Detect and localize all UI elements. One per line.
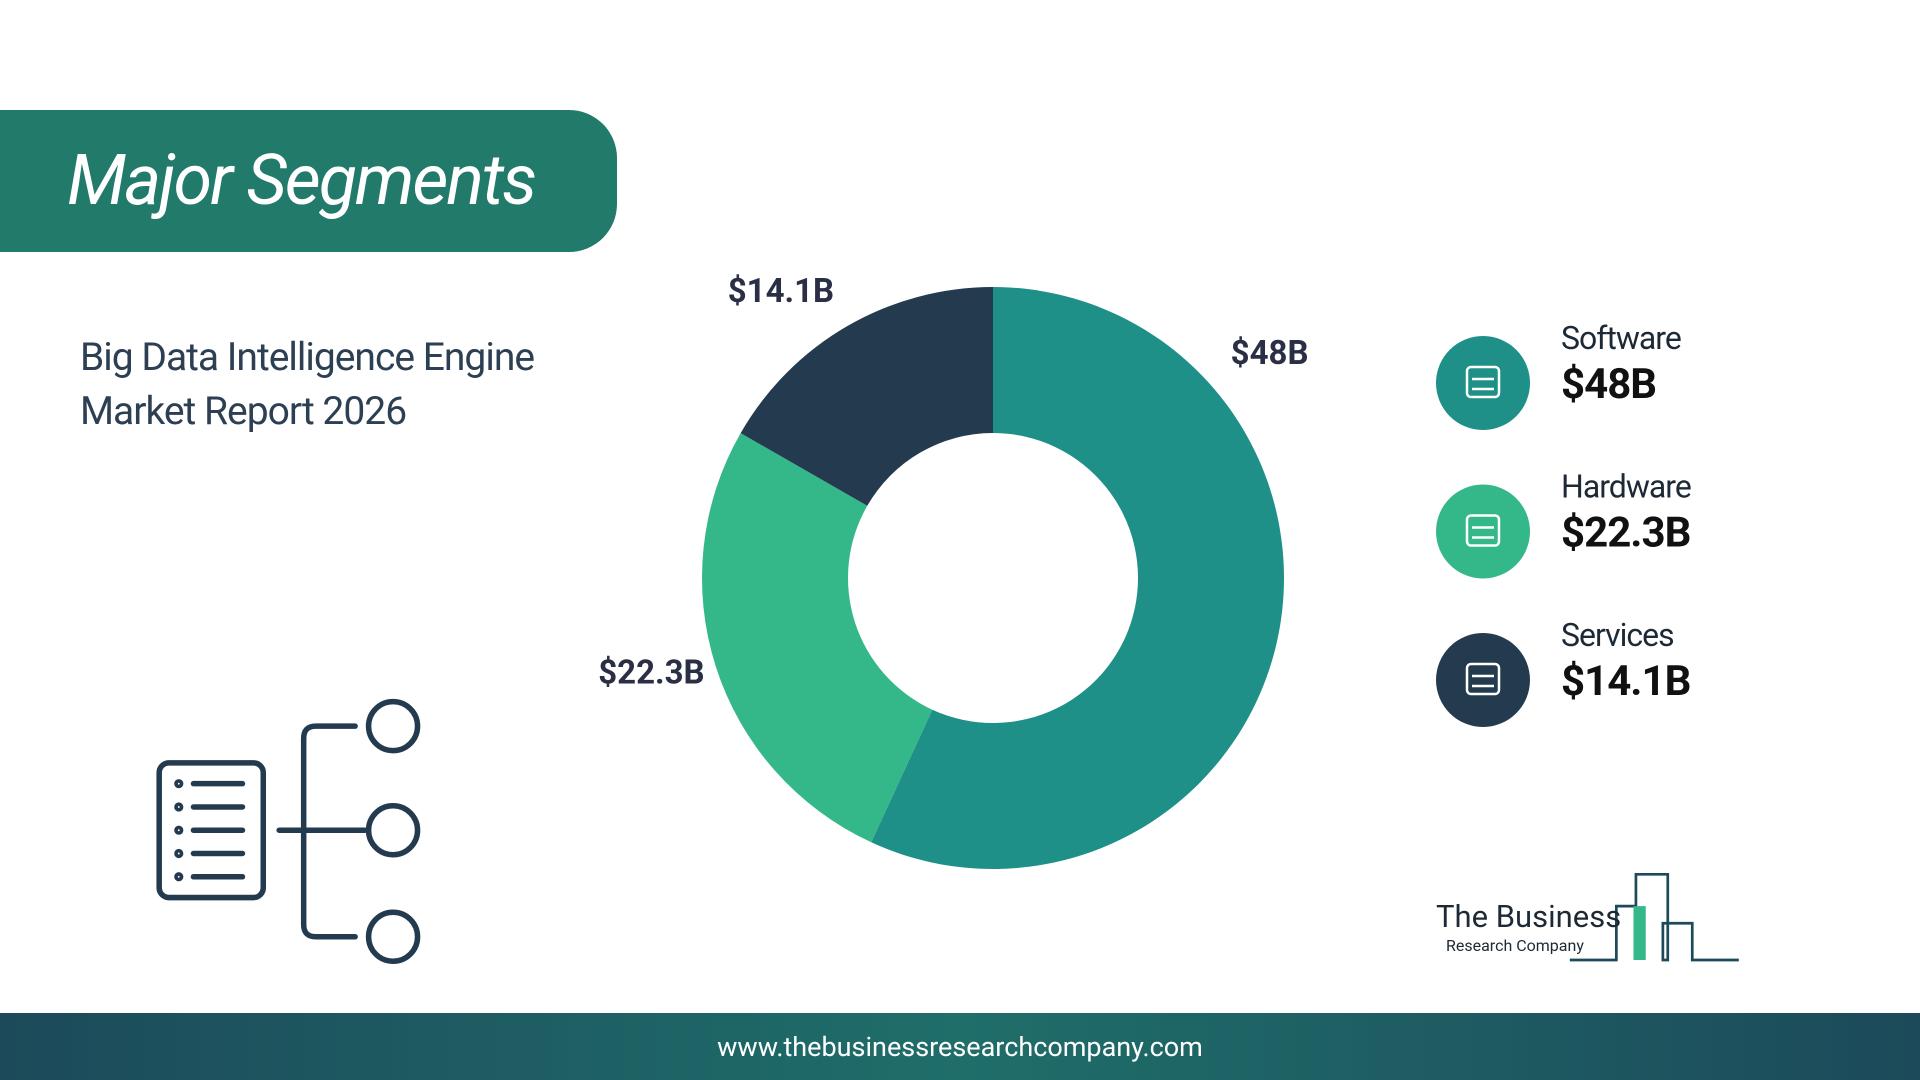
donut-slice [702,433,933,843]
legend-icon [1436,484,1530,579]
hierarchy-icon [156,698,421,964]
logo-tagline: Research Company [1446,936,1584,955]
legend-icon [1436,336,1530,430]
legend-value: $48B [1561,360,1656,409]
icon-shape [1465,514,1501,547]
legend-name: Software [1561,319,1681,357]
legend-icon-glyph [1465,514,1501,547]
slice-label: $48B [1231,334,1309,373]
legend-icon-glyph [1465,662,1501,696]
title: Major Segments [67,140,537,222]
footer-url: www.thebusinessresearchcompany.com [717,1031,1203,1063]
donut-slice [871,287,1284,869]
icon-shape [1465,662,1501,696]
legend-value: $14.1B [1561,657,1690,706]
logo-graphic [1569,872,1739,962]
chart: The Business Research Company $48B $22.3B… [156,272,1739,964]
legend-name: Services [1561,616,1674,654]
legend-icon-glyph [1465,365,1501,399]
header-bar: Major Segments [0,110,617,252]
legend-name: Hardware [1561,468,1691,506]
footer: www.thebusinessresearchcompany.com [0,1013,1920,1080]
subtitle: Big Data Intelligence Engine Market Repo… [80,334,535,434]
icon-shape [1465,365,1501,399]
slice-label: $22.3B [598,653,704,692]
legend-icon [1436,633,1530,727]
slice-label: $14.1B [728,272,834,311]
donut-slice [740,287,993,506]
legend-value: $22.3B [1561,509,1690,558]
logo-name: The Business [1436,898,1621,935]
